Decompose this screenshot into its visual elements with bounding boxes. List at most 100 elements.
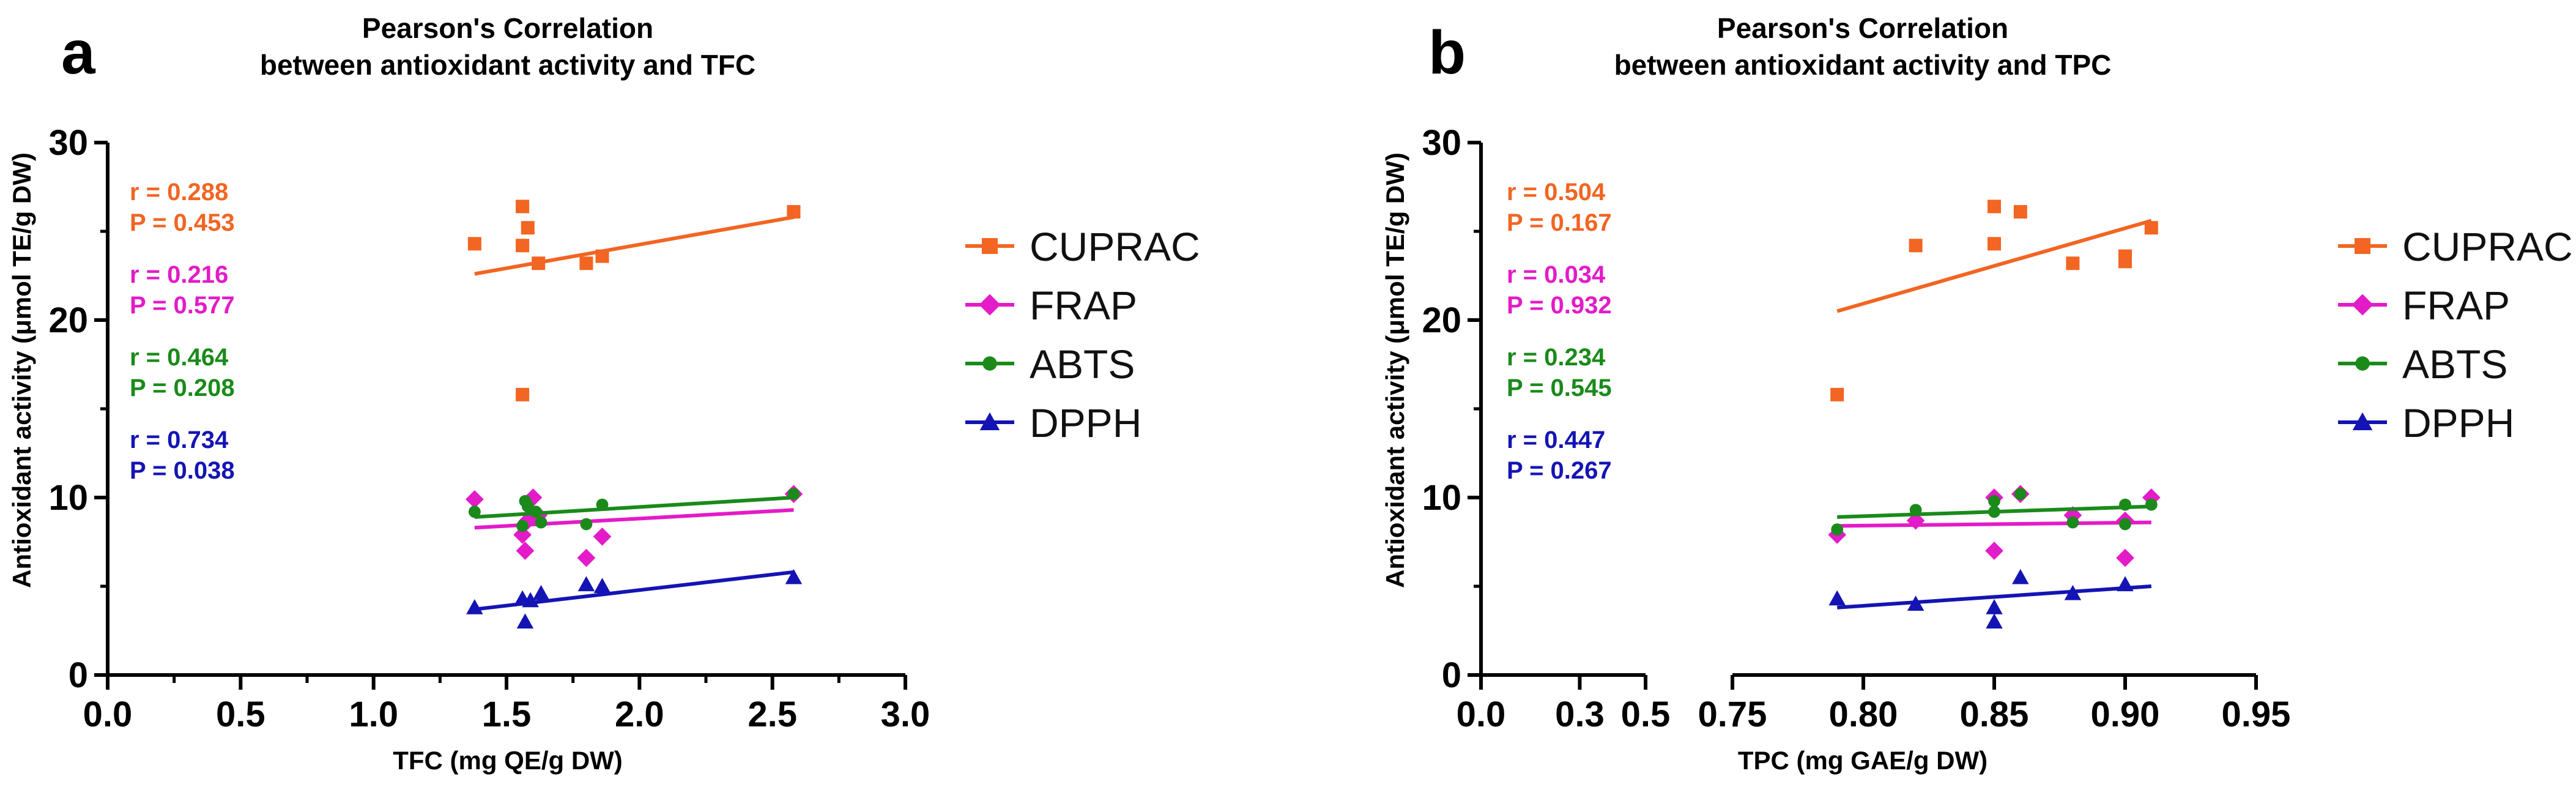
x-tick-label-b-seg1: 0.5 xyxy=(1621,695,1671,734)
point-cuprac xyxy=(1988,200,2001,214)
point-abts xyxy=(535,516,547,529)
point-dpph xyxy=(1986,613,2003,628)
stat-p-cuprac: P = 0.453 xyxy=(130,209,235,236)
y-tick-label-b: 10 xyxy=(1422,478,1461,518)
stat-r-cuprac: r = 0.504 xyxy=(1507,179,1606,206)
legend-a: CUPRAC FRAP ABTS DPPH xyxy=(965,224,1200,446)
x-axis-label-a: TFC (mg QE/g DW) xyxy=(393,746,623,775)
x-tick-label-b-seg1: 0.0 xyxy=(1457,695,1506,734)
fit-line-dpph xyxy=(1836,584,2152,610)
legend-label-frap: FRAP xyxy=(2402,283,2510,328)
point-abts xyxy=(2119,518,2131,531)
y-tick-label-b: 20 xyxy=(1422,300,1461,340)
point-frap xyxy=(513,526,532,544)
y-tick-label-a: 20 xyxy=(48,300,88,340)
point-frap xyxy=(2116,548,2134,567)
point-abts xyxy=(516,520,529,532)
chart-title-b: Pearson's Correlation xyxy=(1717,12,2008,44)
legend-marker-frap xyxy=(2351,294,2374,316)
point-cuprac xyxy=(532,256,546,270)
point-abts xyxy=(2145,498,2158,511)
point-cuprac xyxy=(467,237,481,251)
point-dpph xyxy=(2012,569,2029,584)
point-cuprac xyxy=(2118,249,2132,263)
point-cuprac xyxy=(1909,239,1923,253)
chart-title-a: Pearson's Correlation xyxy=(362,12,653,44)
stat-r-abts: r = 0.464 xyxy=(130,344,229,371)
point-dpph xyxy=(522,592,539,608)
point-cuprac xyxy=(2144,221,2158,235)
point-abts xyxy=(1909,504,1922,517)
point-abts xyxy=(580,518,593,531)
x-tick-label-a: 1.0 xyxy=(349,695,398,734)
stat-p-dpph: P = 0.038 xyxy=(130,457,235,484)
stat-p-abts: P = 0.545 xyxy=(1507,375,1612,401)
x-tick-label-a: 0.5 xyxy=(216,695,265,734)
point-cuprac xyxy=(516,200,530,214)
point-dpph xyxy=(785,569,803,584)
x-tick-label-a: 0.0 xyxy=(83,695,133,734)
point-cuprac xyxy=(516,239,530,253)
point-abts xyxy=(1988,505,2000,518)
point-dpph xyxy=(1986,599,2003,614)
point-cuprac xyxy=(521,221,535,235)
legend-label-frap: FRAP xyxy=(1030,283,1137,328)
legend-marker-frap xyxy=(979,294,1001,316)
point-cuprac xyxy=(516,387,530,401)
point-cuprac xyxy=(2066,256,2080,270)
point-cuprac xyxy=(1988,237,2001,251)
point-abts xyxy=(468,505,481,518)
stat-p-abts: P = 0.208 xyxy=(130,375,235,401)
y-tick-label-b: 0 xyxy=(1442,655,1461,695)
point-cuprac xyxy=(1830,387,1844,401)
stat-r-cuprac: r = 0.288 xyxy=(130,179,228,206)
legend-label-cuprac: CUPRAC xyxy=(1030,224,1200,269)
marks-b xyxy=(1828,200,2161,628)
y-tick-label-a: 10 xyxy=(48,478,88,518)
point-cuprac xyxy=(787,205,801,219)
stat-p-dpph: P = 0.267 xyxy=(1507,457,1612,484)
y-tick-label-a: 0 xyxy=(69,655,88,695)
x-tick-label-b-seg2: 0.85 xyxy=(1960,695,2029,734)
stat-r-frap: r = 0.034 xyxy=(1507,261,1606,288)
point-dpph xyxy=(532,584,550,600)
x-tick-label-b-seg1: 0.3 xyxy=(1555,695,1605,734)
legend-marker-dpph xyxy=(2352,412,2373,430)
point-dpph xyxy=(466,599,483,614)
point-abts xyxy=(529,505,542,518)
fit-line-cuprac xyxy=(1836,218,2152,313)
panel-b: b Pearson's Correlation between antioxid… xyxy=(1381,12,2290,775)
point-abts xyxy=(2014,488,2027,501)
legend-label-abts: ABTS xyxy=(1030,341,1135,387)
point-abts xyxy=(1988,494,2000,507)
point-frap xyxy=(524,488,543,507)
y-axis-label-a: Antioxidant activity (μmol TE/g DW) xyxy=(7,152,36,588)
stats-a: r = 0.288 P = 0.453 r = 0.216 P = 0.577 r = … xyxy=(130,179,235,484)
legend-label-dpph: DPPH xyxy=(1030,400,1141,446)
x-tick-label-b-seg2: 0.75 xyxy=(1698,695,1767,734)
stat-p-cuprac: P = 0.167 xyxy=(1507,209,1612,236)
stat-r-dpph: r = 0.447 xyxy=(1507,427,1605,453)
point-abts xyxy=(1831,523,1844,536)
point-frap xyxy=(1985,542,2003,560)
fit-line-frap xyxy=(1837,520,2151,528)
y-axis-label-b: Antioxidant activity (μmol TE/g DW) xyxy=(1381,152,1409,588)
panel-a: a Pearson's Correlation between antioxid… xyxy=(7,12,930,775)
chart-subtitle-a: between antioxidant activity and TFC xyxy=(260,49,755,81)
stat-r-abts: r = 0.234 xyxy=(1507,344,1606,371)
stat-p-frap: P = 0.932 xyxy=(1507,292,1612,319)
x-tick-label-a: 1.5 xyxy=(482,695,532,734)
stats-b: r = 0.504 P = 0.167 r = 0.034 P = 0.932 r = … xyxy=(1507,179,1612,484)
legend-b: CUPRAC FRAP ABTS DPPH xyxy=(2338,224,2573,446)
fit-line-abts xyxy=(474,496,794,519)
axes-a: 0 10 20 30 0.0 0.5 1.0 1.5 2.0 2.5 3.0 xyxy=(48,123,930,734)
chart-subtitle-b: between antioxidant activity and TPC xyxy=(1614,49,2112,81)
legend-marker-abts xyxy=(2355,356,2370,371)
legend-marker-cuprac xyxy=(2355,238,2370,254)
stat-p-frap: P = 0.577 xyxy=(130,292,235,319)
panel-label-a: a xyxy=(61,18,96,87)
axes-b: 0 10 20 30 0.0 0.3 0.5 0.75 0.80 0.85 0.90 0.95 xyxy=(1422,123,2290,734)
point-dpph xyxy=(2064,584,2082,600)
point-dpph xyxy=(516,613,534,628)
